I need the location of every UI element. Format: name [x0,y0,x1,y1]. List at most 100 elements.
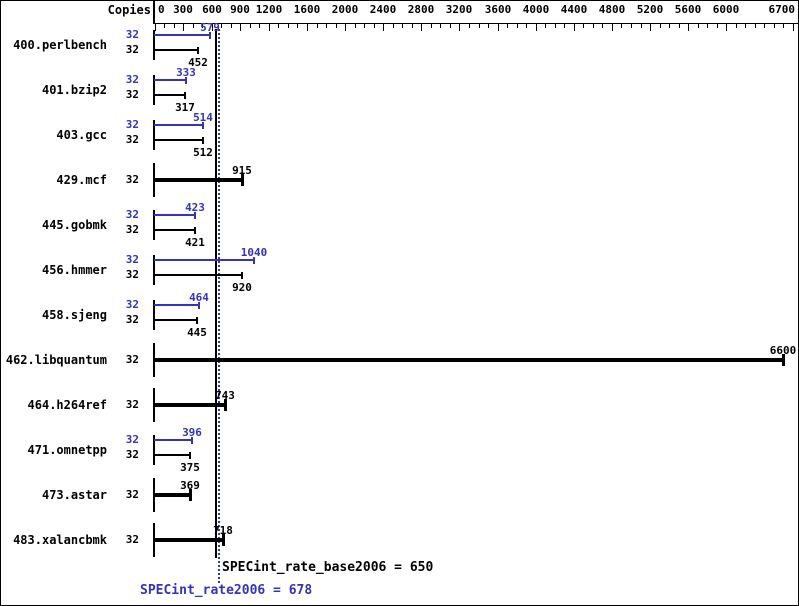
benchmark-name: 471.omnetpp [27,443,107,457]
result-bar-cap [189,489,192,501]
peak-bar-cap [191,437,193,444]
peak-bar [154,259,254,261]
bar-start-line [153,210,155,240]
axis-tick-minor [440,24,441,28]
axis-tick-minor [745,24,746,28]
peak-bar [154,304,199,306]
peak-bar [154,124,203,126]
axis-tick-minor [602,24,603,28]
axis-tick-major [421,24,422,31]
axis-tick-major [688,24,689,31]
result-bar-cap [224,399,227,411]
peak-bar [154,214,195,216]
bar-start-line [153,255,155,285]
benchmark-name: 401.bzip2 [41,83,107,97]
base-bar [154,94,185,96]
axis-tick-major [345,24,346,31]
axis-tick-minor [526,24,527,28]
benchmark-name: 400.perlbench [13,38,107,52]
axis-tick-major [612,24,613,31]
axis-tick-label: 4400 [560,3,588,16]
axis-tick-minor [679,24,680,28]
base-bar-cap [241,272,243,279]
copies-label-peak: 32 [125,208,139,221]
result-value-label: 369 [180,479,200,492]
base-bar [154,139,203,141]
axis-tick-minor [755,24,756,28]
axis-tick-label: 6000 [712,3,740,16]
axis-tick-minor [431,24,432,28]
peak-value-label: 579 [200,21,220,34]
axis-tick-major [269,24,270,31]
axis-tick-minor [783,24,784,28]
axis-tick-minor [193,24,194,28]
axis-tick-major [793,24,794,31]
axis-tick-label: 4800 [598,3,626,16]
axis-tick-minor [297,24,298,28]
result-value-label: 915 [232,164,252,177]
axis-tick-minor [707,24,708,28]
ref-line-peak [218,29,220,583]
copies-label: 32 [125,173,139,186]
bar-start-line [153,75,155,105]
peak-bar-cap [209,32,211,39]
axis-tick-minor [660,24,661,28]
base-bar-cap [184,92,186,99]
benchmark-name: 464.h264ref [27,398,107,412]
axis-tick-label: 600 [202,3,222,16]
axis-tick-label: 1600 [293,3,321,16]
axis-tick-minor [221,24,222,28]
benchmark-name: 445.gobmk [41,218,107,232]
base-bar-cap [202,137,204,144]
peak-value-label: 423 [185,201,205,214]
base-bar-cap [196,317,198,324]
axis-tick-minor [764,24,765,28]
base-bar-cap [197,47,199,54]
copies-label-base: 32 [125,133,139,146]
axis-tick-label: 1200 [255,3,283,16]
copies-label-base: 32 [125,223,139,236]
benchmark-name: 483.xalancbmk [13,533,107,547]
axis-tick-minor [507,24,508,28]
axis-tick-minor [402,24,403,28]
base-bar-cap [189,452,191,459]
axis-tick-major [574,24,575,31]
benchmark-name: 429.mcf [56,173,107,187]
axis-tick-label: 6700 [768,3,796,16]
peak-bar-cap [253,257,255,264]
base-bar [154,319,197,321]
axis-tick-major [240,24,241,31]
axis-tick-minor [517,24,518,28]
peak-value-label: 396 [182,426,202,439]
axis-tick-minor [564,24,565,28]
result-bar-cap [241,174,244,186]
ref-label-base: SPECint_rate_base2006 = 650 [222,560,434,575]
benchmark-name: 462.libquantum [5,353,107,367]
axis-tick-minor [641,24,642,28]
axis-tick-minor [412,24,413,28]
result-bar [154,358,783,362]
base-value-label: 421 [185,236,205,249]
axis-tick-minor [545,24,546,28]
axis-tick-label: 2000 [331,3,359,16]
peak-bar-cap [185,77,187,84]
base-value-label: 445 [187,326,207,339]
base-bar [154,274,242,276]
peak-bar-cap [198,302,200,309]
axis-tick-major [726,24,727,31]
copies-column-header: Copies [107,3,151,17]
benchmark-name: 458.sjeng [41,308,107,322]
axis-tick-minor [174,24,175,28]
copies-label-base: 32 [125,43,139,56]
result-bar-cap [222,534,225,546]
bar-start-line [153,300,155,330]
axis-tick-minor [583,24,584,28]
peak-bar [154,79,186,81]
peak-bar [154,34,210,36]
axis-tick-label: 300 [173,3,193,16]
peak-bar [154,439,192,441]
base-value-label: 920 [232,281,252,294]
base-value-label: 512 [193,146,213,159]
base-bar [154,49,198,51]
